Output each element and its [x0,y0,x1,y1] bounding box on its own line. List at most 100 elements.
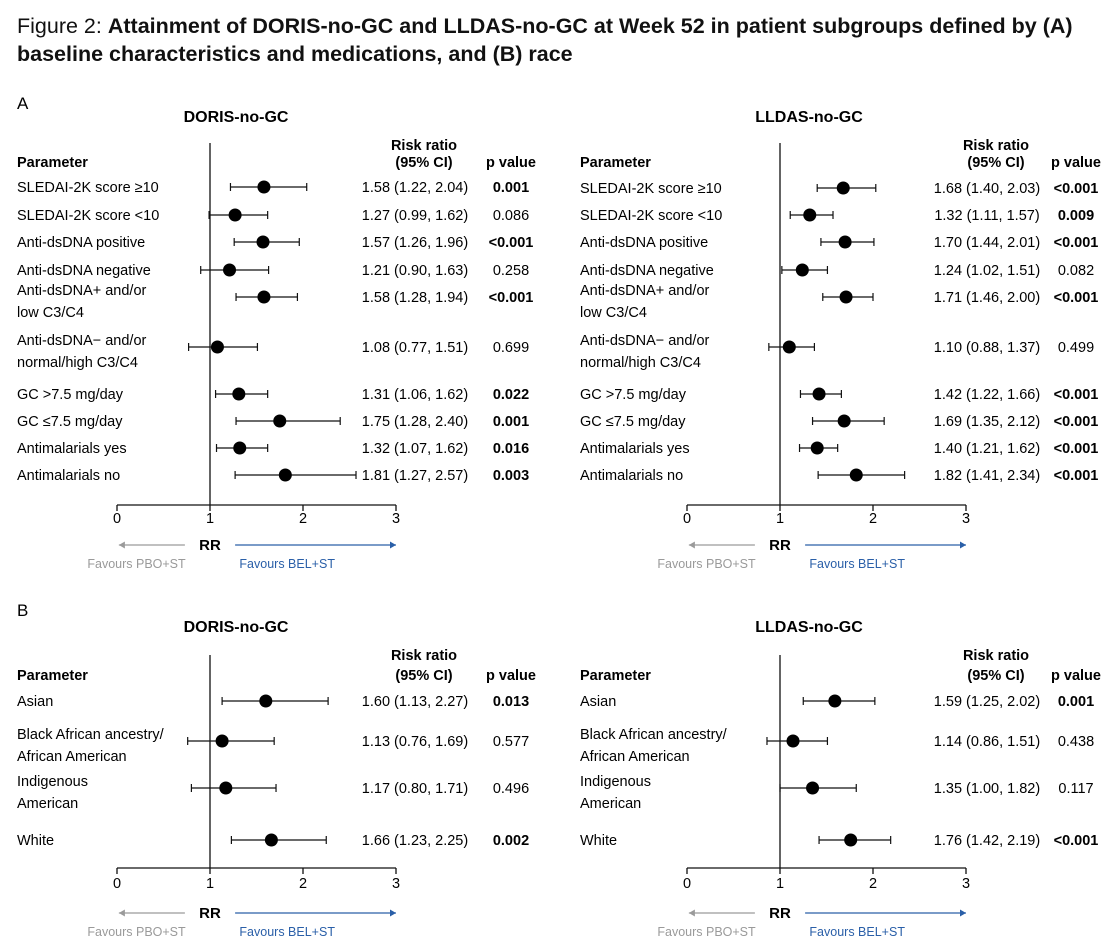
panel-a-doris-ci-value: 1.27 (0.99, 1.62) [362,208,468,224]
panel-a-lldas-tick-label: 0 [683,511,691,527]
panel-a-lldas-point-estimate [810,441,824,455]
panel-b-doris-p-value: 0.496 [493,781,529,797]
panel-a-doris-row-label: Anti-dsDNA positive [17,235,145,251]
panel-b-lldas-ci-value: 1.59 (1.25, 2.02) [934,694,1040,710]
panel-b-doris-tick-label: 0 [113,876,121,892]
panel-a-doris-row-label: GC ≤7.5 mg/day [17,414,123,430]
panel-a-lldas-ci-value: 1.10 (0.88, 1.37) [934,340,1040,356]
panel-a-doris-favours-pbo-label: Favours PBO+ST [87,557,186,571]
panel-a-doris-row-label: GC >7.5 mg/day [17,387,124,403]
panel-a-doris-row-label: SLEDAI-2K score <10 [17,208,159,224]
panel-b-doris-row-label: African American [17,749,127,765]
panel-b-doris-ci-value: 1.60 (1.13, 2.27) [362,694,468,710]
panel-a-lldas-point-estimate [849,468,863,482]
panel-a-doris-ci-value: 1.81 (1.27, 2.57) [362,468,468,484]
panel-b-lldas-p-value: 0.001 [1058,694,1094,710]
panel-a-lldas-p-value: <0.001 [1054,290,1099,306]
panel-a-lldas-risk-ratio-header: Risk ratio [963,138,1029,154]
panel-b-doris-favours-bel-arrowhead [390,909,396,917]
panel-a-lldas-row-label: Anti-dsDNA positive [580,235,708,251]
panel-a-lldas-ci-value: 1.40 (1.21, 1.62) [934,441,1040,457]
panel-a-lldas-p-value: 0.499 [1058,340,1094,356]
panel-b-doris-ci-header: (95% CI) [395,668,452,684]
panel-b-lldas-risk-ratio-header: Risk ratio [963,648,1029,664]
panel-a-lldas-row-label: Anti-dsDNA− and/or [580,333,710,349]
panel-a-lldas-point-estimate [812,387,826,401]
panel-a-lldas-point-estimate [837,414,851,428]
panel-b-doris-p-value: 0.002 [493,833,529,849]
panel-a-lldas-ci-value: 1.82 (1.41, 2.34) [934,468,1040,484]
panel-a-doris-ci-value: 1.31 (1.06, 1.62) [362,387,468,403]
panel-a-lldas-point-estimate [803,208,817,222]
panel-a-doris-row-label: Anti-dsDNA− and/or [17,333,147,349]
panel-a-doris-ci-value: 1.21 (0.90, 1.63) [362,263,468,279]
panel-a-doris-p-value: 0.016 [493,441,529,457]
panel-a-lldas-p-value-header: p value [1051,155,1101,171]
panel-b-lldas-point-estimate [786,734,800,748]
panel-b-doris-row-label: Asian [17,694,53,710]
panel-a-doris-point-estimate [257,180,271,194]
panel-a-doris-point-estimate [233,441,247,455]
figure-number: Figure 2: [17,14,102,38]
panel-a-doris-p-value: 0.022 [493,387,529,403]
panel-a-doris-point-estimate [232,387,246,401]
panel-a-lldas-p-value: 0.082 [1058,263,1094,279]
panel-a-doris-p-value: 0.001 [493,180,529,196]
panel-a-lldas-row-label: low C3/C4 [580,305,647,321]
panel-a-lldas-row-label: SLEDAI-2K score <10 [580,208,722,224]
panel-b-lldas-favours-bel-arrowhead [960,909,966,917]
panel-a-lldas-p-value: <0.001 [1054,387,1099,403]
panel-a-doris-p-value: 0.003 [493,468,529,484]
panel-b-doris-p-value-header: p value [486,668,536,684]
panel-b-doris-risk-ratio-header: Risk ratio [391,648,457,664]
panel-b-lldas-tick-label: 1 [776,876,784,892]
panel-b-lldas-p-value-header: p value [1051,668,1101,684]
panel-b-lldas-point-estimate [828,694,842,708]
panel-a-doris-p-value: 0.086 [493,208,529,224]
panel-a-doris-ci-value: 1.58 (1.28, 1.94) [362,290,468,306]
panel-b-lldas-ci-header: (95% CI) [967,668,1024,684]
panel-a-lldas-favours-pbo-arrowhead [688,541,695,549]
panel-b-lldas-tick-label: 3 [962,876,970,892]
panel-a-doris-p-value: 0.699 [493,340,529,356]
panel-a-lldas-point-estimate [836,181,850,195]
panel-a-lldas-point-estimate [795,263,809,277]
panel-a-lldas-p-value: <0.001 [1054,181,1099,197]
panel-a-doris-tick-label: 2 [299,511,307,527]
panel-b-doris-point-estimate [264,833,278,847]
panel-a-lldas-ci-header: (95% CI) [967,155,1024,171]
panel-b-lldas-row-label: American [580,796,641,812]
panel-a-lldas-row-label: Anti-dsDNA negative [580,263,714,279]
panel-b-doris-title: DORIS-no-GC [184,619,289,636]
panel-b-lldas-row-label: Black African ancestry/ [580,727,728,743]
panel-b-lldas-row-label: African American [580,749,690,765]
panel-a-doris-favours-bel-arrowhead [390,541,396,549]
panel-b-lldas-favours-pbo-label: Favours PBO+ST [657,925,756,939]
panel-a-lldas-ci-value: 1.32 (1.11, 1.57) [934,208,1039,224]
panel-a-doris-row-label: Anti-dsDNA negative [17,263,151,279]
panel-b-lldas-tick-label: 0 [683,876,691,892]
panel-b-doris-favours-bel-label: Favours BEL+ST [239,925,335,939]
panel-b-lldas-row-label: White [580,833,617,849]
panel-b-lldas-tick-label: 2 [869,876,877,892]
panel-b-lldas-p-value: 0.438 [1058,734,1094,750]
panel-a-doris-point-estimate [210,340,224,354]
panel-a-doris-point-estimate [223,263,237,277]
panel-a-lldas-row-label: Anti-dsDNA+ and/or [580,283,710,299]
figure-heading: Attainment of DORIS-no-GC and LLDAS-no-G… [17,14,1073,66]
panel-a-lldas-parameter-header: Parameter [580,155,651,171]
panel-b-doris-tick-label: 1 [206,876,214,892]
panel-a-doris-p-value: 0.001 [493,414,529,430]
panel-a-lldas-row-label: Antimalarials yes [580,441,690,457]
panel-a-lldas-row-label: normal/high C3/C4 [580,355,701,371]
panel-b-doris-row-label: Indigenous [17,774,88,790]
panel-a-doris-row-label: low C3/C4 [17,305,84,321]
panel-a-doris-ci-value: 1.58 (1.22, 2.04) [362,180,468,196]
panel-a-doris-p-value-header: p value [486,155,536,171]
panel-b-lldas-p-value: 0.117 [1058,781,1093,797]
panel-a-lldas-rr-axis-label: RR [769,537,791,554]
panel-b-lldas-favours-bel-label: Favours BEL+ST [809,925,905,939]
panel-a-lldas-p-value: <0.001 [1054,468,1099,484]
panel-a-doris-row-label: Antimalarials no [17,468,120,484]
